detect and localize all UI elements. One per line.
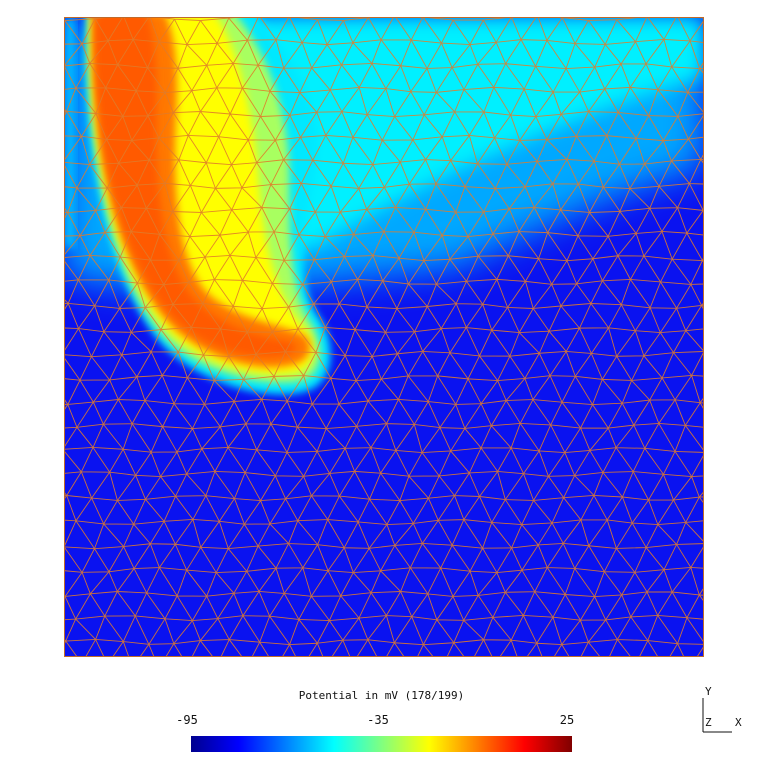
recovery-band-cyan [184, 18, 703, 258]
legend-title: Potential in mV (178/199) [298, 689, 465, 702]
axis-triad-lines [702, 698, 732, 733]
axis-triad: Y Z X [690, 684, 750, 740]
colorbar-mid-label: -35 [367, 713, 389, 727]
colorbar-min-label: -95 [176, 713, 198, 727]
excitation-core [94, 18, 297, 357]
y-axis-label: Y [705, 685, 712, 698]
left-edge-strip [65, 18, 75, 248]
potential-field-view[interactable] [64, 17, 704, 657]
potential-field-plot [65, 18, 703, 656]
z-axis-label: Z [705, 716, 712, 729]
finite-element-mesh [65, 18, 703, 656]
mesh-edges [65, 18, 703, 656]
colorbar [191, 736, 572, 752]
x-axis-label: X [735, 716, 742, 729]
colorbar-max-label: 25 [559, 713, 575, 727]
